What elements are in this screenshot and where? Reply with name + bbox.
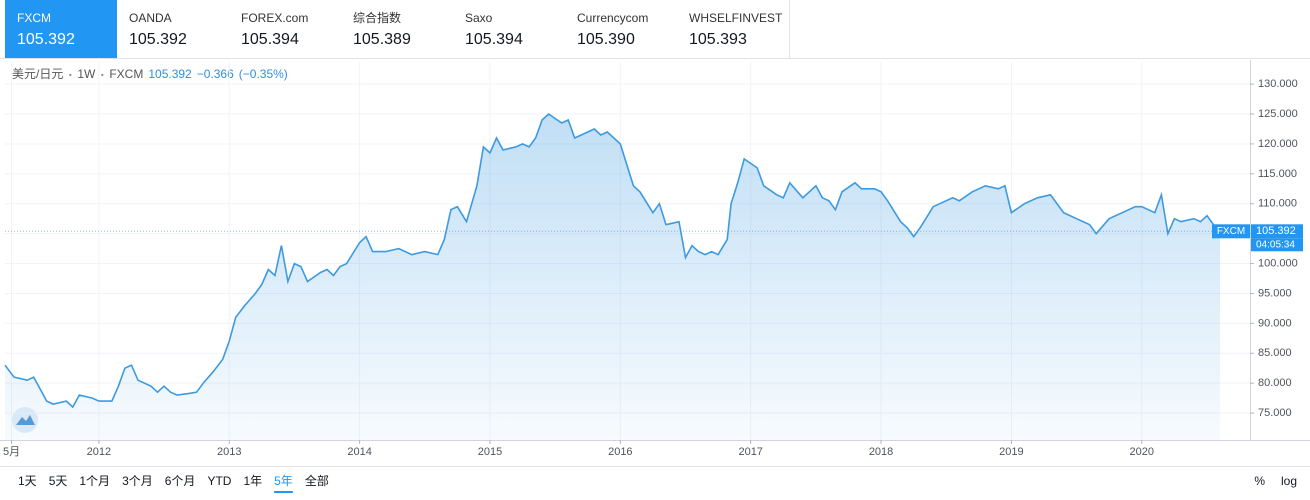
range-button[interactable]: 5天 — [49, 474, 68, 488]
source-tab[interactable]: FOREX.com 105.394 — [229, 0, 342, 58]
tab-name: FOREX.com — [241, 11, 308, 25]
source-tab[interactable]: Currencycom 105.390 — [565, 0, 678, 58]
tab-background — [565, 0, 677, 58]
y-tick-label: 95.000 — [1258, 287, 1292, 299]
x-tick-label: 2018 — [869, 446, 893, 458]
tab-name: Saxo — [465, 11, 493, 25]
x-tick-label: 2020 — [1130, 446, 1154, 458]
y-tick-label: 110.000 — [1258, 198, 1297, 210]
x-tick-label: 2019 — [999, 446, 1023, 458]
y-tick-label: 100.000 — [1258, 257, 1298, 269]
symbol: 美元/日元 — [12, 67, 63, 81]
tab-name: WHSELFINVEST — [689, 11, 783, 25]
scale-option[interactable]: log — [1281, 474, 1297, 488]
tab-price: 105.390 — [577, 31, 635, 48]
header-separator — [101, 73, 104, 77]
tab-price: 105.394 — [465, 31, 523, 48]
tab-background — [229, 0, 341, 58]
y-tick-label: 90.000 — [1258, 317, 1292, 329]
countdown-tag — [1251, 238, 1303, 252]
range-button[interactable]: 1天 — [18, 474, 37, 488]
source-tag — [1212, 224, 1250, 239]
source-tab[interactable]: Saxo 105.394 — [453, 0, 566, 58]
tab-price: 105.393 — [689, 31, 747, 48]
y-tick-label: 75.000 — [1258, 407, 1292, 419]
tab-background — [117, 0, 229, 58]
price-tag — [1251, 224, 1303, 239]
tab-price: 105.392 — [129, 31, 187, 48]
source-tab[interactable]: 综合指数 105.389 — [341, 0, 454, 58]
tab-name: 综合指数 — [353, 10, 401, 25]
price: 105.392 — [148, 67, 192, 81]
countdown-label: 04:05:34 — [1256, 239, 1295, 250]
price-line — [4, 112, 1221, 409]
tab-name: FXCM — [17, 11, 51, 25]
tab-background — [453, 0, 565, 58]
y-tick-label: 120.000 — [1258, 138, 1298, 150]
change: −0.366 — [197, 67, 234, 81]
range-button[interactable]: 6个月 — [165, 474, 196, 488]
tab-price: 105.392 — [17, 31, 75, 48]
source: FXCM — [109, 67, 143, 81]
y-tick-label: 85.000 — [1258, 347, 1292, 359]
x-tick-label: 2017 — [738, 446, 762, 458]
tab-name: Currencycom — [577, 11, 648, 25]
scale-option[interactable]: % — [1254, 474, 1265, 488]
x-tick-label: 2012 — [87, 446, 111, 458]
x-tick-label: 2014 — [347, 446, 371, 458]
tab-background — [677, 0, 789, 58]
y-tick-label: 115.000 — [1258, 168, 1297, 180]
source-tab[interactable]: FXCM 105.392 — [5, 0, 118, 58]
range-button[interactable]: 5年 — [274, 474, 293, 488]
y-tick-label: 80.000 — [1258, 377, 1292, 389]
x-tick-label: 2013 — [217, 446, 241, 458]
tab-price: 105.394 — [241, 31, 299, 48]
area-fill — [5, 114, 1220, 440]
y-tick-label: 125.000 — [1258, 108, 1298, 120]
source-tab[interactable]: WHSELFINVEST 105.393 — [677, 0, 790, 58]
range-button[interactable]: YTD — [207, 474, 231, 488]
price-tag-label: 105.392 — [1256, 225, 1296, 237]
tab-background — [5, 0, 117, 58]
range-button[interactable]: 1年 — [243, 474, 262, 488]
header-separator — [69, 73, 72, 77]
tab-name: OANDA — [129, 11, 172, 25]
source-tab[interactable]: OANDA 105.392 — [117, 0, 230, 58]
x-tick-label: 2016 — [608, 446, 632, 458]
header: 美元/日元 1W FXCM 105.392 −0.366 (−0.35%) — [12, 67, 288, 81]
x-tick-label: 5月 — [3, 446, 20, 458]
range-button[interactable]: 1个月 — [79, 474, 110, 488]
tab-price: 105.389 — [353, 31, 411, 48]
interval: 1W — [77, 67, 96, 81]
source-tag-label: FXCM — [1217, 226, 1245, 237]
y-tick-label: 130.000 — [1258, 78, 1298, 90]
range-button[interactable]: 3个月 — [122, 474, 153, 488]
tab-background — [341, 0, 453, 58]
change-percent: (−0.35%) — [239, 67, 288, 81]
x-tick-label: 2015 — [478, 446, 502, 458]
range-button[interactable]: 全部 — [305, 473, 329, 488]
